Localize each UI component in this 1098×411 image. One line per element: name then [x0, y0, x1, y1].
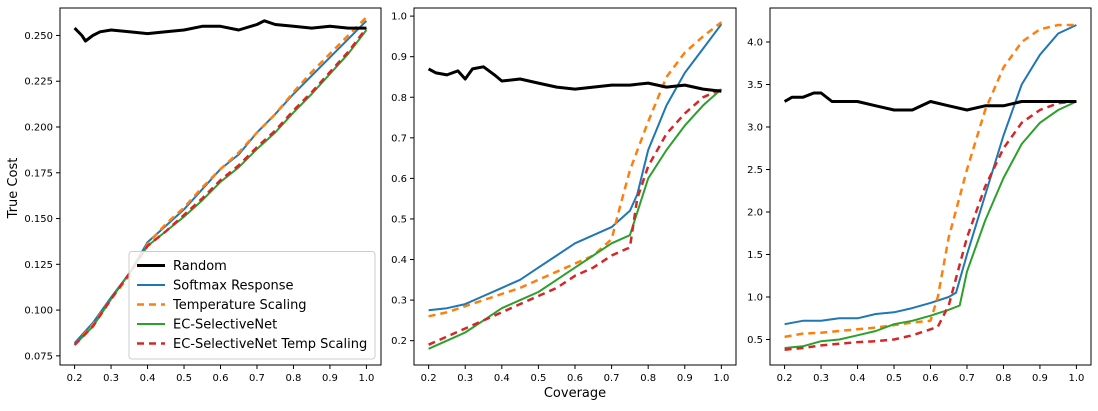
x-tick-label: 0.6 [923, 373, 939, 384]
panel-2: 0.2 0.3 0.4 0.5 0.6 0.7 0.8 0.9 1.0 0.2 0.3 0.4 0.5 0… [391, 7, 737, 384]
series-line-temperature-scaling [428, 21, 723, 318]
y-tick-label: 0.225 [24, 77, 53, 88]
x-tick-label: 0.8 [996, 373, 1012, 384]
x-tick-label: 0.6 [213, 373, 229, 384]
x-tick-label: 0.8 [640, 373, 656, 384]
x-tick-label: 0.5 [530, 373, 546, 384]
x-tick-label: 0.9 [1032, 373, 1048, 384]
x-tick-label: 0.8 [286, 373, 302, 384]
x-tick-label: 0.4 [494, 373, 510, 384]
legend-entry: EC-SelectiveNet Temp Scaling [173, 337, 367, 352]
y-tick-label: 0.150 [24, 214, 53, 225]
y-tick-label: 0.8 [391, 93, 407, 104]
y-tick-label: 0.200 [24, 123, 53, 134]
y-tick-label: 0.3 [391, 296, 407, 307]
legend-entry: Temperature Scaling [172, 298, 307, 313]
x-tick-label: 0.3 [103, 373, 119, 384]
x-axis-label: Coverage [544, 386, 606, 401]
x-tick-label: 0.5 [886, 373, 902, 384]
y-tick-label: 0.6 [391, 174, 407, 185]
series-line-random [783, 91, 1077, 112]
panel-1: 0.2 0.3 0.4 0.5 0.6 0.7 0.8 0.9 1.0 0.075 0.100 0.1… [24, 7, 382, 384]
y-tick-label: 3.5 [747, 80, 763, 91]
plot-frame [769, 7, 1092, 366]
x-tick-label: 0.4 [850, 373, 866, 384]
x-tick-label: 1.0 [713, 373, 729, 384]
x-tick-label: 0.2 [777, 373, 793, 384]
series-line-softmax-response [428, 23, 723, 312]
y-tick-label: 2.5 [747, 165, 763, 176]
legend-entry: Random [173, 259, 227, 274]
y-axis-label: True Cost [6, 158, 21, 220]
x-tick-label: 1.0 [358, 373, 374, 384]
x-tick-label: 0.4 [140, 373, 156, 384]
y-tick-label: 0.9 [391, 52, 407, 63]
y-tick-label: 0.5 [391, 214, 407, 225]
series-line-random [73, 19, 367, 43]
panel-3: 0.2 0.3 0.4 0.5 0.6 0.7 0.8 0.9 1.0 0.5 1.0 1.5 2.0 2… [747, 7, 1092, 384]
x-tick-label: 0.7 [959, 373, 975, 384]
x-tick-label: 0.3 [457, 373, 473, 384]
x-tick-label: 0.7 [604, 373, 620, 384]
x-tick-label: 0.5 [176, 373, 192, 384]
series-line-ec-selectivenet [73, 29, 368, 346]
legend: Random Softmax Response Temperature Scalin… [128, 251, 376, 360]
x-tick-label: 0.9 [677, 373, 693, 384]
y-tick-label: 0.7 [391, 133, 407, 144]
legend-box [128, 251, 376, 360]
y-tick-label: 1.0 [747, 293, 763, 304]
y-tick-label: 0.075 [24, 351, 53, 362]
y-tick-label: 0.100 [24, 306, 53, 317]
series-line-softmax-response [784, 24, 1077, 326]
series-line-random [427, 65, 722, 93]
y-tick-label: 0.175 [24, 168, 53, 179]
y-tick-label: 2.0 [747, 208, 763, 219]
y-tick-label: 1.5 [747, 250, 763, 261]
series-line-ec-selectivenet-temp-scaling [428, 87, 722, 346]
series-line-ec-selectivenet [784, 100, 1077, 349]
x-tick-label: 0.9 [322, 373, 338, 384]
plot-frame [413, 7, 737, 366]
y-tick-label: 1.0 [391, 12, 407, 23]
x-tick-label: 0.7 [249, 373, 265, 384]
series-line-ec-selectivenet-temp-scaling [784, 100, 1077, 351]
legend-entry: EC-SelectiveNet [173, 318, 277, 333]
series-line-temperature-scaling [784, 23, 1077, 339]
legend-entry: Softmax Response [173, 279, 294, 294]
y-tick-label: 0.2 [391, 336, 407, 347]
x-tick-label: 0.3 [813, 373, 829, 384]
x-tick-label: 0.2 [67, 373, 83, 384]
series-line-ec-selectivenet-temp-scaling [73, 27, 368, 346]
x-tick-label: 0.2 [421, 373, 437, 384]
y-tick-label: 0.250 [24, 31, 53, 42]
series-line-ec-selectivenet [428, 88, 723, 350]
x-tick-label: 1.0 [1068, 373, 1084, 384]
y-tick-label: 3.0 [747, 123, 763, 134]
x-tick-label: 0.6 [567, 373, 583, 384]
y-tick-label: 4.0 [747, 38, 763, 49]
y-tick-label: 0.5 [747, 335, 763, 346]
y-tick-label: 0.4 [391, 255, 407, 266]
y-tick-label: 0.125 [24, 260, 53, 271]
